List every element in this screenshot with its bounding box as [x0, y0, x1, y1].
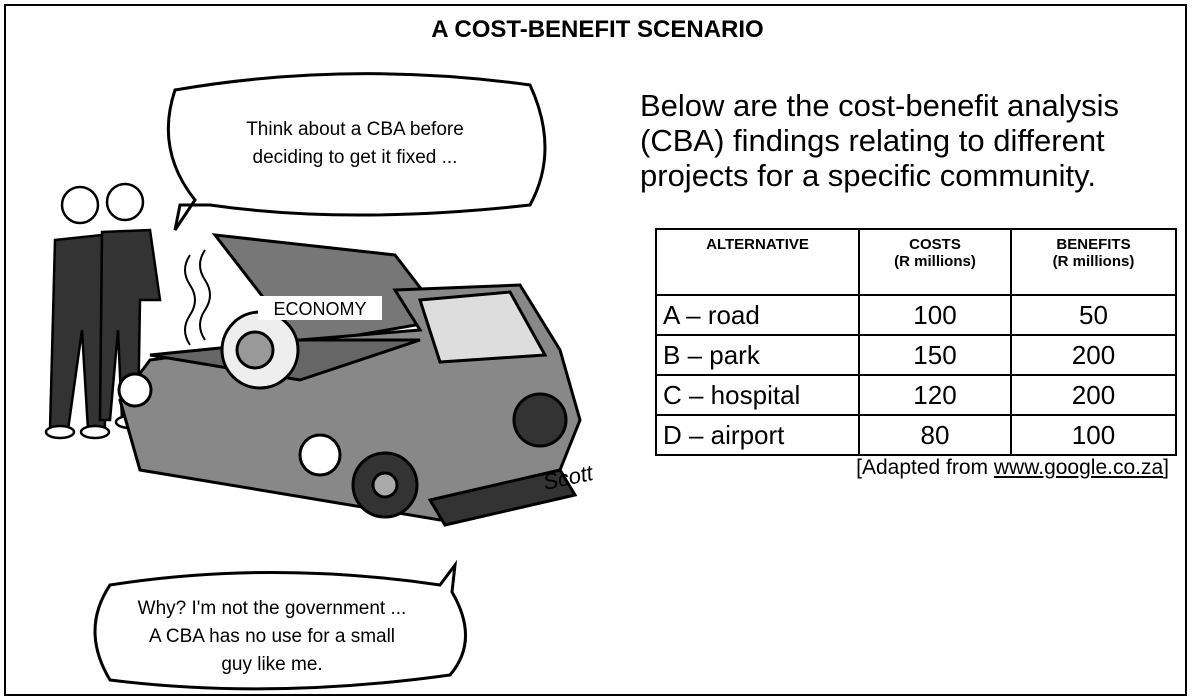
cell: 100	[1011, 415, 1176, 455]
header-text: (R millions)	[860, 253, 1010, 270]
cell: 50	[1011, 295, 1176, 335]
source-text: [Adapted from	[856, 456, 994, 479]
header-text: BENEFITS	[1012, 236, 1175, 253]
header-cell: BENEFITS(R millions)	[1011, 229, 1176, 295]
header-cell: COSTS(R millions)	[859, 229, 1011, 295]
header-text: (R millions)	[1012, 253, 1175, 270]
header-text: COSTS	[860, 236, 1010, 253]
source-text: ]	[1163, 456, 1169, 479]
cell: A – road	[656, 295, 859, 335]
page: A COST-BENEFIT SCENARIO Think about a CB…	[0, 0, 1195, 700]
cba-table: ALTERNATIVE COSTS(R millions) BENEFITS(R…	[655, 228, 1177, 456]
cell: D – airport	[656, 415, 859, 455]
bubble-text: Think about a CBA before	[246, 119, 464, 140]
intro-line: projects for a specific community.	[640, 158, 1119, 193]
bubble-text: deciding to get it fixed ...	[253, 147, 458, 168]
cell: 100	[859, 295, 1011, 335]
intro: Below are the cost-benefit analysis (CBA…	[640, 88, 1119, 193]
intro-line: Below are the cost-benefit analysis	[640, 88, 1119, 123]
cell: 120	[859, 375, 1011, 415]
bubble-text: guy like me.	[221, 654, 322, 675]
cell: C – hospital	[656, 375, 859, 415]
cell: 200	[1011, 375, 1176, 415]
cell: 200	[1011, 335, 1176, 375]
cell: 80	[859, 415, 1011, 455]
cell: B – park	[656, 335, 859, 375]
intro-line: (CBA) findings relating to different	[640, 123, 1119, 158]
cell: 150	[859, 335, 1011, 375]
header-row: ALTERNATIVE COSTS(R millions) BENEFITS(R…	[656, 229, 1176, 295]
header-cell: ALTERNATIVE	[656, 229, 859, 295]
cartoon: Think about a CBA before deciding to get…	[0, 0, 620, 700]
car	[119, 235, 580, 525]
source-link: www.google.co.za	[994, 456, 1163, 479]
header-text: ALTERNATIVE	[657, 236, 858, 253]
bubble-text: A CBA has no use for a small	[149, 626, 395, 647]
bubble-text: Why? I'm not the government ...	[138, 598, 407, 619]
car-label: ECONOMY	[273, 299, 366, 319]
source: [Adapted from www.google.co.za]	[856, 456, 1169, 480]
